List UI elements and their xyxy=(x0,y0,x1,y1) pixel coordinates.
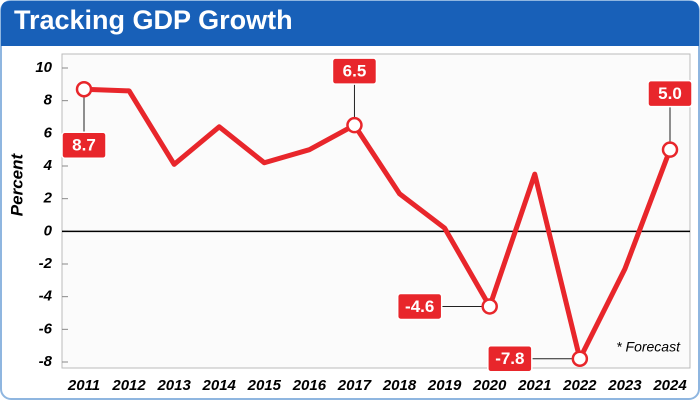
x-tick-label: 2020 xyxy=(472,377,507,394)
y-tick-label: -6 xyxy=(39,320,53,337)
value-label: -4.6 xyxy=(405,297,434,316)
value-label: 8.7 xyxy=(72,136,96,155)
value-label: 5.0 xyxy=(658,84,682,103)
y-tick-label: 2 xyxy=(43,190,53,207)
y-tick-label: -2 xyxy=(39,255,53,272)
plot-area xyxy=(61,53,691,369)
y-tick-label: 4 xyxy=(43,157,53,174)
y-axis-label: Percent xyxy=(7,152,26,216)
annotation: * Forecast xyxy=(616,339,681,355)
y-tick-label: -8 xyxy=(39,353,53,370)
chart-title: Tracking GDP Growth xyxy=(14,5,293,35)
x-tick-label: 2023 xyxy=(607,377,642,394)
x-tick-label: 2022 xyxy=(562,377,597,394)
data-point xyxy=(661,141,679,158)
value-label-box xyxy=(647,79,693,108)
x-tick-label: 2015 xyxy=(247,377,282,394)
data-point xyxy=(75,80,93,98)
value-label-box xyxy=(331,57,378,85)
y-tick-label: 6 xyxy=(44,124,53,141)
x-tick-label: 2013 xyxy=(156,377,191,394)
data-point xyxy=(571,350,589,367)
x-tick-label: 2017 xyxy=(337,377,372,394)
data-line xyxy=(83,86,673,362)
x-tick-label: 2018 xyxy=(382,377,417,394)
x-tick-label: 2019 xyxy=(427,377,462,394)
value-label-box xyxy=(487,344,533,373)
value-label: -7.8 xyxy=(495,349,524,368)
value-label-box xyxy=(396,292,443,321)
data-point xyxy=(346,116,363,134)
x-tick-label: 2024 xyxy=(652,377,687,394)
x-tick-label: 2016 xyxy=(292,377,327,394)
y-tick-label: 10 xyxy=(35,59,52,76)
title-bar xyxy=(1,1,699,46)
y-tick-label: -4 xyxy=(39,288,53,305)
value-label: 6.5 xyxy=(343,62,367,81)
x-tick-label: 2012 xyxy=(111,377,146,394)
x-tick-label: 2011 xyxy=(67,377,100,394)
x-tick-label: 2014 xyxy=(202,377,237,394)
y-tick-label: 8 xyxy=(44,92,53,109)
data-point xyxy=(481,298,498,315)
y-tick-label: 0 xyxy=(44,222,53,239)
value-label-box xyxy=(61,131,107,159)
x-tick-label: 2021 xyxy=(517,377,551,394)
